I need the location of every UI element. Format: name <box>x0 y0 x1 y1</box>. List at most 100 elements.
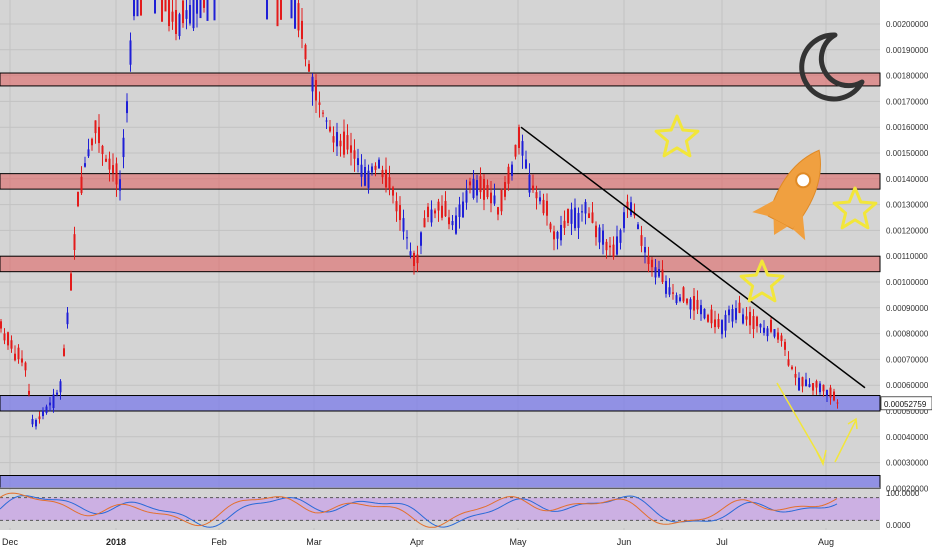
candle-body <box>668 287 671 295</box>
y-tick-label: 0.00080000 <box>886 330 929 339</box>
candle-body <box>171 11 174 22</box>
candle-body <box>763 327 765 333</box>
candle-body <box>833 391 835 401</box>
candle-body <box>192 0 195 29</box>
candle-body <box>154 0 156 14</box>
candle-body <box>203 0 205 8</box>
candle-body <box>752 316 755 330</box>
y-tick-label: 0.00020000 <box>886 484 929 493</box>
candle-body <box>710 309 713 324</box>
candle-body <box>514 144 517 157</box>
y-tick-label: 0.00110000 <box>886 252 928 261</box>
candle-body <box>479 176 482 193</box>
candle-body <box>357 158 359 166</box>
candle-body <box>437 201 440 211</box>
candle-body <box>392 187 394 196</box>
candle-body <box>136 0 139 17</box>
candle-body <box>626 201 629 209</box>
candle-body <box>374 165 377 170</box>
candle-body <box>451 221 454 226</box>
rocket-window <box>795 172 812 189</box>
candle-body <box>486 185 489 198</box>
candle-body <box>507 166 510 184</box>
candle-body <box>742 314 744 324</box>
candle-body <box>630 202 632 216</box>
candle-body <box>717 318 720 328</box>
candle-body <box>21 358 23 363</box>
candle-body <box>353 150 356 159</box>
candle-body <box>493 195 496 204</box>
candle-body <box>399 205 401 221</box>
x-tick-label: 2018 <box>106 537 126 547</box>
candle-body <box>339 140 342 147</box>
candle-body <box>423 218 426 228</box>
candle-body <box>749 311 751 326</box>
candle-body <box>612 244 615 257</box>
candle-body <box>553 231 555 240</box>
candle-body <box>696 299 699 310</box>
candle-body <box>66 312 69 325</box>
candle-body <box>637 224 639 230</box>
candle-body <box>42 410 44 417</box>
candle-body <box>770 320 772 332</box>
candle-body <box>665 280 667 294</box>
x-tick-label: May <box>509 537 527 547</box>
candle-body <box>808 384 811 387</box>
candle-body <box>542 199 545 214</box>
candle-body <box>766 328 769 337</box>
candle-body <box>315 80 317 101</box>
candle-body <box>346 135 349 150</box>
candle-body <box>409 251 412 256</box>
candle-body <box>819 383 821 393</box>
candle-body <box>724 314 727 331</box>
candle-body <box>616 236 618 255</box>
price-zones <box>0 72 881 489</box>
arrow-up <box>834 419 857 463</box>
resistance-zone <box>0 255 881 273</box>
candle-body <box>707 314 709 322</box>
candle-body <box>416 254 419 264</box>
y-tick-label: 0.00160000 <box>886 123 929 132</box>
candle-body <box>45 406 48 414</box>
candle-body <box>178 14 181 37</box>
candle-body <box>395 201 398 212</box>
moon-icon <box>799 32 865 102</box>
candle-body <box>581 211 583 213</box>
candle-body <box>10 340 13 349</box>
price-tag-box <box>880 396 932 411</box>
candle-body <box>182 0 184 24</box>
candle-body <box>3 333 6 341</box>
candle-body <box>490 192 492 204</box>
candle-body <box>98 126 100 144</box>
candle-body <box>472 178 475 198</box>
candle-body <box>728 309 730 316</box>
rocket-body <box>767 149 821 230</box>
candle-body <box>17 347 20 360</box>
candle-body <box>115 163 118 185</box>
candle-body <box>185 10 188 19</box>
candle-body <box>556 231 559 239</box>
candle-body <box>777 332 779 340</box>
candle-body <box>318 102 321 105</box>
candle-body <box>675 295 678 304</box>
y-tick-label: 0.00190000 <box>886 46 929 55</box>
x-tick-label: Apr <box>410 537 424 547</box>
y-tick-label: 0.00140000 <box>886 175 929 184</box>
candle-body <box>801 377 804 387</box>
y-axis: 0.00200000 0.00190000 0.00180000 0.00170000… <box>886 20 929 530</box>
candle-body <box>430 209 433 223</box>
candle-body <box>325 120 328 122</box>
candle-body <box>59 381 62 393</box>
candle-body <box>661 269 664 282</box>
candle-body <box>388 177 391 189</box>
candle-body <box>483 179 485 200</box>
candle-body <box>609 245 611 248</box>
candle-body <box>213 0 216 21</box>
candle-body <box>546 200 548 216</box>
candle-body <box>133 0 135 17</box>
candle-body <box>112 165 114 174</box>
rocket-fin-right <box>792 211 806 241</box>
candle-body <box>94 120 97 134</box>
x-tick-label: Mar <box>306 537 322 547</box>
